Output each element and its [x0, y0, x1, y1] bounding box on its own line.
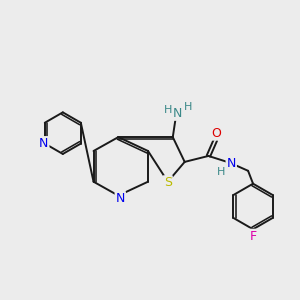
Text: N: N — [173, 107, 182, 120]
Text: N: N — [39, 137, 49, 150]
Text: H: H — [164, 105, 172, 116]
Text: O: O — [212, 127, 221, 140]
Text: H: H — [184, 102, 192, 112]
Text: F: F — [250, 230, 256, 243]
Text: N: N — [116, 192, 125, 205]
Text: H: H — [217, 167, 226, 177]
Text: S: S — [164, 176, 172, 189]
Text: N: N — [226, 158, 236, 170]
